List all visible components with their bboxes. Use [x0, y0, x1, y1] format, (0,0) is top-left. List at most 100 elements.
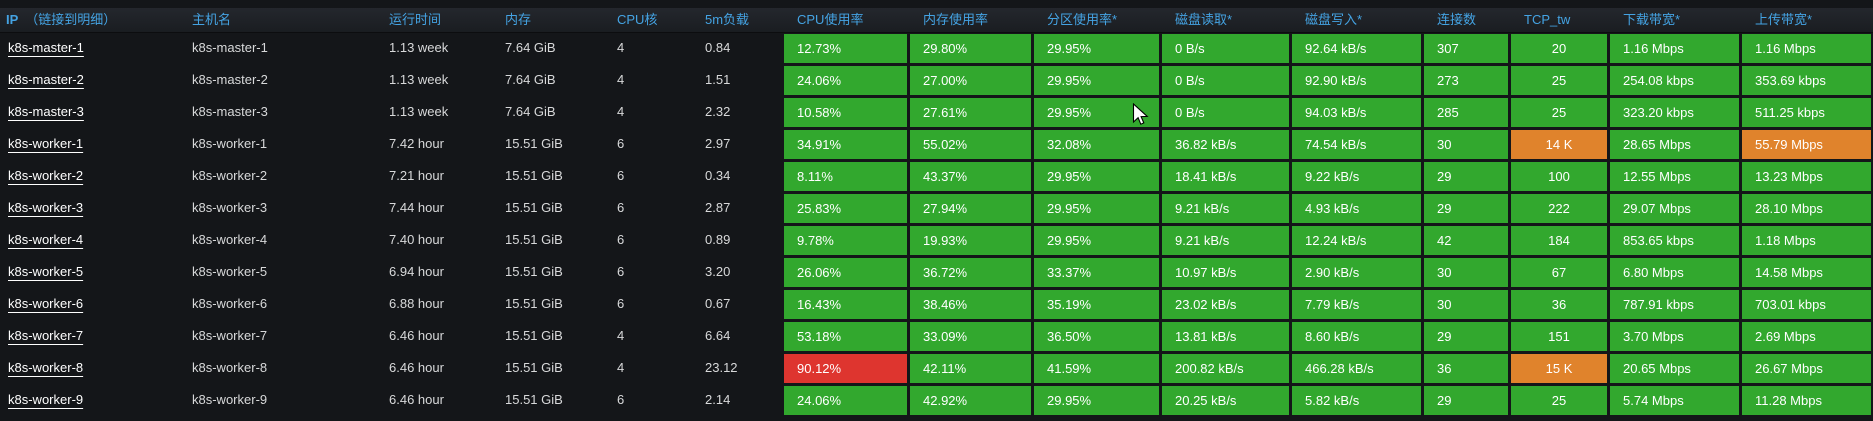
cell-connections-value-badge: 307	[1424, 33, 1508, 63]
column-header-disk_write[interactable]: 磁盘写入*	[1305, 12, 1363, 27]
column-header-cpu_usage[interactable]: CPU使用率	[797, 12, 864, 27]
cell-upload_bw: 1.18 Mbps	[1741, 224, 1873, 256]
cell-upload_bw-value-badge: 1.18 Mbps	[1742, 225, 1871, 255]
cell-download_bw: 1.16 Mbps	[1609, 32, 1741, 64]
column-header-tcp_tw[interactable]: TCP_tw	[1524, 12, 1571, 27]
table-row: k8s-worker-1 k8s-worker-1 7.42 hour 15.51 G…	[0, 128, 1873, 160]
column-header-upload_bw[interactable]: 上传带宽*	[1755, 12, 1813, 27]
ip-detail-link[interactable]: k8s-worker-4	[8, 232, 84, 247]
cell-disk_write-value-badge: 92.90 kB/s	[1292, 65, 1421, 95]
cell-mem_usage-value-badge: 55.02%	[910, 129, 1031, 159]
cell-disk_read: 10.97 kB/s	[1161, 256, 1291, 288]
cell-download_bw-value-badge: 323.20 kbps	[1610, 97, 1739, 127]
column-header-mem_usage[interactable]: 内存使用率	[923, 12, 989, 27]
column-header-partition_usage[interactable]: 分区使用率*	[1047, 12, 1118, 27]
cell-disk_read-value-badge: 200.82 kB/s	[1162, 353, 1289, 383]
column-header-load_5m[interactable]: 5m负载	[705, 12, 750, 27]
cell-disk_write: 74.54 kB/s	[1291, 128, 1423, 160]
cell-connections-value-badge: 30	[1424, 129, 1508, 159]
cell-ip: k8s-master-3	[0, 96, 186, 128]
cell-ip: k8s-worker-8	[0, 352, 186, 384]
cell-connections: 29	[1423, 192, 1510, 224]
cell-download_bw: 323.20 kbps	[1609, 96, 1741, 128]
ip-detail-link[interactable]: k8s-worker-7	[8, 328, 84, 343]
cell-tcp_tw: 151	[1510, 320, 1609, 352]
cell-tcp_tw: 14 K	[1510, 128, 1609, 160]
cell-disk_write: 7.79 kB/s	[1291, 288, 1423, 320]
cell-upload_bw: 511.25 kbps	[1741, 96, 1873, 128]
cell-tcp_tw: 25	[1510, 64, 1609, 96]
cell-disk_read-value-badge: 0 B/s	[1162, 65, 1289, 95]
column-header-download_bw[interactable]: 下载带宽*	[1623, 12, 1681, 27]
ip-detail-link[interactable]: k8s-worker-5	[8, 264, 84, 279]
cell-mem_usage: 29.80%	[909, 32, 1033, 64]
cell-disk_write-value-badge: 2.90 kB/s	[1292, 257, 1421, 287]
cell-tcp_tw-value-badge: 15 K	[1511, 353, 1607, 383]
ip-detail-link[interactable]: k8s-worker-8	[8, 360, 84, 375]
table-row: k8s-master-3 k8s-master-3 1.13 week 7.64 Gi…	[0, 96, 1873, 128]
column-header-memory[interactable]: 内存	[505, 12, 532, 27]
column-header-connections[interactable]: 连接数	[1437, 12, 1477, 27]
cell-load_5m: 0.67	[705, 296, 731, 311]
cell-disk_read: 0 B/s	[1161, 64, 1291, 96]
cell-connections-value-badge: 30	[1424, 289, 1508, 319]
ip-detail-link[interactable]: k8s-worker-3	[8, 200, 84, 215]
cell-cpu_usage: 9.78%	[783, 224, 909, 256]
cell-mem_usage-value-badge: 27.00%	[910, 65, 1031, 95]
ip-detail-link[interactable]: k8s-master-2	[8, 72, 84, 87]
cell-cpu_cores: 6	[617, 232, 625, 247]
cell-partition_usage: 29.95%	[1033, 96, 1161, 128]
column-header-hostname[interactable]: 主机名	[192, 12, 232, 27]
ip-detail-link[interactable]: k8s-worker-1	[8, 136, 84, 151]
ip-detail-link[interactable]: k8s-worker-9	[8, 392, 84, 407]
cell-cpu_usage: 24.06%	[783, 64, 909, 96]
cell-partition_usage-value-badge: 35.19%	[1034, 289, 1159, 319]
cell-cpu_usage-value-badge: 12.73%	[784, 33, 907, 63]
cell-partition_usage: 29.95%	[1033, 192, 1161, 224]
cell-mem_usage: 38.46%	[909, 288, 1033, 320]
cell-connections-value-badge: 29	[1424, 321, 1508, 351]
column-header-ip[interactable]: IP （链接到明细）	[0, 8, 186, 32]
cell-connections: 29	[1423, 320, 1510, 352]
cell-ip: k8s-worker-4	[0, 224, 186, 256]
cell-mem_usage: 33.09%	[909, 320, 1033, 352]
cell-mem_usage: 42.92%	[909, 384, 1033, 416]
ip-detail-link[interactable]: k8s-worker-2	[8, 168, 84, 183]
cell-disk_write-value-badge: 12.24 kB/s	[1292, 225, 1421, 255]
column-header-disk_read[interactable]: 磁盘读取*	[1175, 12, 1233, 27]
cell-memory: 15.51 GiB	[505, 296, 563, 311]
cell-upload_bw: 11.28 Mbps	[1741, 384, 1873, 416]
cell-download_bw: 20.65 Mbps	[1609, 352, 1741, 384]
cell-uptime: 6.46 hour	[389, 328, 444, 343]
column-header-ip-label: IP	[6, 12, 19, 27]
ip-detail-link[interactable]: k8s-master-1	[8, 40, 84, 55]
cell-cpu_usage-value-badge: 10.58%	[784, 97, 907, 127]
cell-mem_usage: 36.72%	[909, 256, 1033, 288]
cell-download_bw: 254.08 kbps	[1609, 64, 1741, 96]
cell-ip: k8s-worker-6	[0, 288, 186, 320]
column-header-cpu_cores[interactable]: CPU核	[617, 12, 658, 27]
cell-mem_usage-value-badge: 36.72%	[910, 257, 1031, 287]
column-header-uptime[interactable]: 运行时间	[389, 12, 442, 27]
cell-disk_read-value-badge: 18.41 kB/s	[1162, 161, 1289, 191]
cell-upload_bw: 13.23 Mbps	[1741, 160, 1873, 192]
ip-detail-link[interactable]: k8s-worker-6	[8, 296, 84, 311]
cell-partition_usage: 41.59%	[1033, 352, 1161, 384]
cell-download_bw: 28.65 Mbps	[1609, 128, 1741, 160]
cell-partition_usage-value-badge: 36.50%	[1034, 321, 1159, 351]
cell-tcp_tw: 25	[1510, 96, 1609, 128]
cell-cpu_usage-value-badge: 9.78%	[784, 225, 907, 255]
cell-ip: k8s-master-1	[0, 32, 186, 64]
ip-detail-link[interactable]: k8s-master-3	[8, 104, 84, 119]
cell-cpu_usage: 16.43%	[783, 288, 909, 320]
cell-partition_usage-value-badge: 29.95%	[1034, 65, 1159, 95]
cell-disk_write: 2.90 kB/s	[1291, 256, 1423, 288]
cell-load_5m: 1.51	[705, 72, 731, 87]
cell-download_bw: 29.07 Mbps	[1609, 192, 1741, 224]
cell-disk_read: 20.25 kB/s	[1161, 384, 1291, 416]
cell-memory: 15.51 GiB	[505, 392, 563, 407]
cell-disk_read: 200.82 kB/s	[1161, 352, 1291, 384]
cell-load_5m: 0.34	[705, 168, 731, 183]
cell-disk_write: 5.82 kB/s	[1291, 384, 1423, 416]
